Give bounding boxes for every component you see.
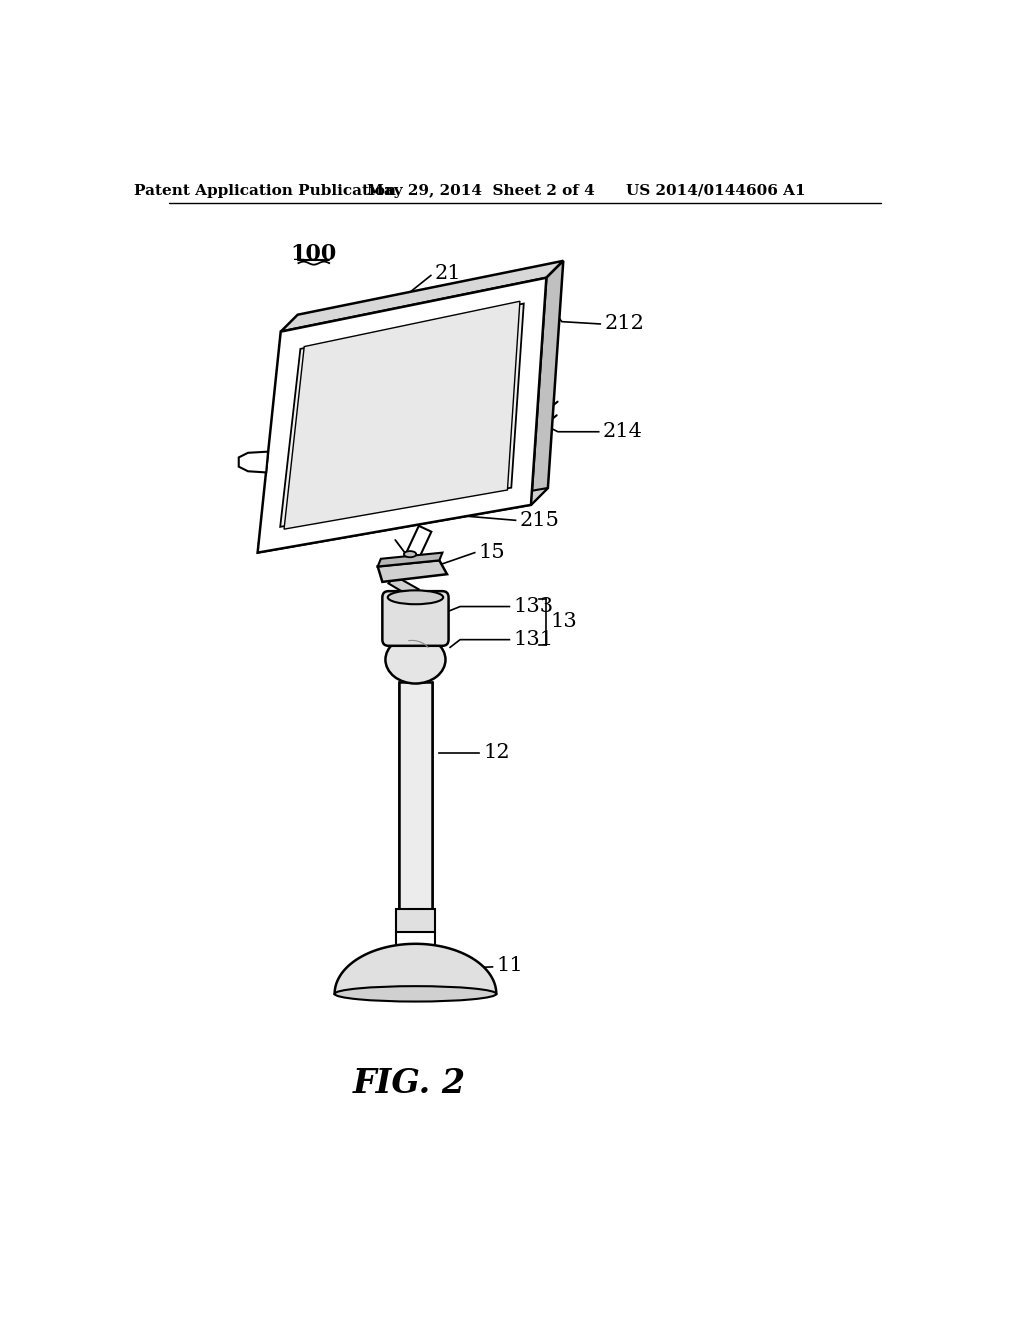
Polygon shape — [239, 451, 268, 473]
Polygon shape — [531, 261, 563, 506]
Ellipse shape — [335, 986, 497, 1002]
Text: 100: 100 — [290, 243, 336, 265]
Ellipse shape — [403, 552, 416, 557]
Polygon shape — [281, 304, 523, 527]
Text: 131: 131 — [513, 630, 553, 649]
Text: 13: 13 — [550, 612, 577, 631]
Text: 11: 11 — [497, 956, 523, 975]
Polygon shape — [388, 576, 419, 595]
Polygon shape — [335, 944, 497, 994]
Polygon shape — [396, 909, 435, 932]
Text: 215: 215 — [519, 511, 559, 529]
Text: 221: 221 — [281, 388, 321, 407]
Ellipse shape — [385, 636, 445, 684]
Polygon shape — [378, 561, 447, 582]
Text: 214: 214 — [602, 422, 642, 441]
Polygon shape — [378, 553, 442, 566]
Ellipse shape — [388, 590, 443, 605]
Text: 12: 12 — [483, 743, 510, 763]
Text: 15: 15 — [478, 543, 505, 562]
Text: May 29, 2014  Sheet 2 of 4: May 29, 2014 Sheet 2 of 4 — [367, 183, 595, 198]
Polygon shape — [281, 261, 563, 331]
Polygon shape — [284, 301, 520, 529]
Text: 212: 212 — [604, 314, 644, 334]
Polygon shape — [258, 488, 548, 553]
Text: 133: 133 — [513, 597, 553, 616]
Polygon shape — [258, 277, 547, 553]
Text: FIG. 2: FIG. 2 — [352, 1068, 466, 1101]
Polygon shape — [397, 525, 431, 577]
Text: US 2014/0144606 A1: US 2014/0144606 A1 — [626, 183, 806, 198]
Text: 21: 21 — [435, 264, 462, 284]
FancyBboxPatch shape — [382, 591, 449, 645]
Polygon shape — [399, 682, 432, 909]
Text: Patent Application Publication: Patent Application Publication — [134, 183, 396, 198]
